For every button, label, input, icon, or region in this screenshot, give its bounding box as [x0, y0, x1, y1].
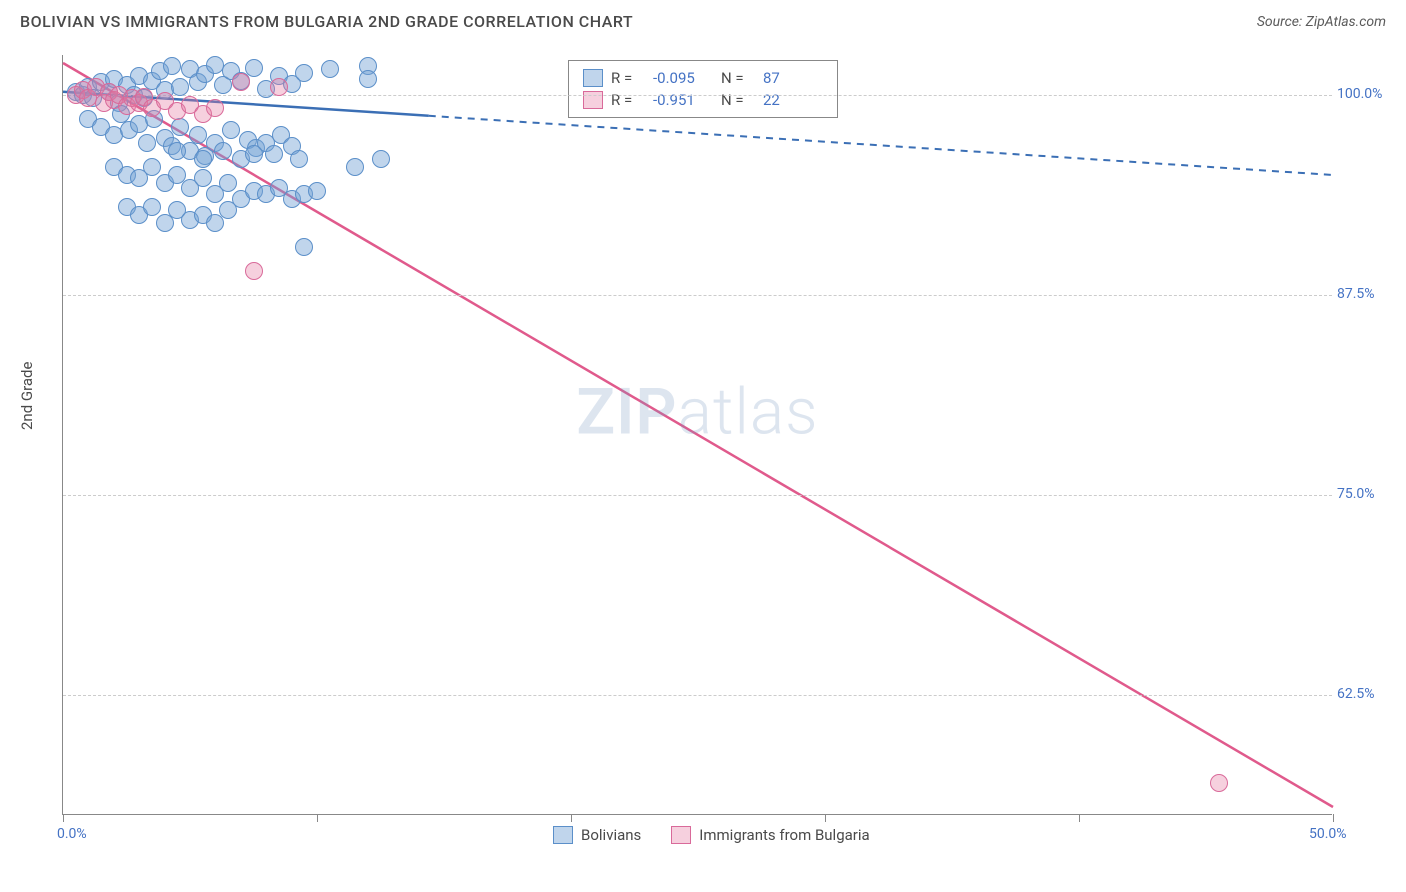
data-point [168, 142, 186, 160]
data-point [194, 169, 212, 187]
gridline [63, 695, 1332, 696]
x-tick [1333, 814, 1334, 822]
data-point [270, 78, 288, 96]
y-tick-label: 62.5% [1337, 686, 1392, 702]
swatch-series2 [671, 826, 691, 844]
data-point [372, 150, 390, 168]
data-point [232, 73, 250, 91]
watermark-atlas: atlas [678, 374, 819, 449]
legend-r-value-1: -0.095 [653, 69, 713, 87]
data-point [163, 57, 181, 75]
y-axis-label: 2nd Grade [18, 362, 36, 430]
data-point [189, 126, 207, 144]
legend-n-value-2: 22 [763, 91, 823, 109]
data-point [265, 145, 283, 163]
data-point [194, 150, 212, 168]
x-tick [63, 814, 64, 822]
legend-r-label: R = [611, 69, 645, 87]
gridline [63, 95, 1332, 96]
data-point [138, 134, 156, 152]
swatch-series1 [583, 69, 603, 87]
y-tick-label: 87.5% [1337, 286, 1392, 302]
legend-row-series2: R = -0.951 N = 22 [583, 89, 823, 111]
data-point [245, 145, 263, 163]
data-point [171, 118, 189, 136]
x-tick-label: 50.0% [1309, 826, 1347, 842]
source-attribution: Source: ZipAtlas.com [1257, 14, 1386, 30]
y-tick-label: 100.0% [1337, 86, 1392, 102]
data-point [214, 142, 232, 160]
legend-n-label: N = [721, 91, 755, 109]
data-point [219, 174, 237, 192]
data-point [295, 238, 313, 256]
data-point [245, 59, 263, 77]
x-tick [571, 814, 572, 822]
legend-label-series2: Immigrants from Bulgaria [699, 826, 869, 844]
series-legend: Bolivians Immigrants from Bulgaria [553, 826, 870, 844]
regression-lines-layer [63, 55, 1332, 814]
gridline [63, 295, 1332, 296]
data-point [143, 158, 161, 176]
legend-item-series2: Immigrants from Bulgaria [671, 826, 869, 844]
x-tick [317, 814, 318, 822]
data-point [346, 158, 364, 176]
watermark-zip: ZIP [576, 374, 677, 449]
data-point [308, 182, 326, 200]
legend-item-series1: Bolivians [553, 826, 641, 844]
data-point [295, 64, 313, 82]
legend-label-series1: Bolivians [581, 826, 641, 844]
data-point [321, 60, 339, 78]
data-point [290, 150, 308, 168]
data-point [222, 121, 240, 139]
x-tick-label: 0.0% [57, 826, 87, 842]
data-point [359, 70, 377, 88]
correlation-legend: R = -0.095 N = 87 R = -0.951 N = 22 [568, 60, 838, 118]
legend-n-value-1: 87 [763, 69, 823, 87]
swatch-series2 [583, 91, 603, 109]
watermark: ZIPatlas [576, 374, 818, 449]
x-tick [825, 814, 826, 822]
data-point [171, 78, 189, 96]
data-point [143, 198, 161, 216]
data-point [245, 262, 263, 280]
data-point [1210, 774, 1228, 792]
gridline [63, 495, 1332, 496]
chart-title: BOLIVIAN VS IMMIGRANTS FROM BULGARIA 2ND… [20, 12, 633, 31]
legend-row-series1: R = -0.095 N = 87 [583, 67, 823, 89]
y-tick-label: 75.0% [1337, 486, 1392, 502]
legend-r-label: R = [611, 91, 645, 109]
swatch-series1 [553, 826, 573, 844]
data-point [206, 99, 224, 117]
data-point [219, 201, 237, 219]
legend-r-value-2: -0.951 [653, 91, 713, 109]
legend-n-label: N = [721, 69, 755, 87]
x-tick [1079, 814, 1080, 822]
chart-plot-area: ZIPatlas R = -0.095 N = 87 R = -0.951 N … [62, 55, 1332, 815]
